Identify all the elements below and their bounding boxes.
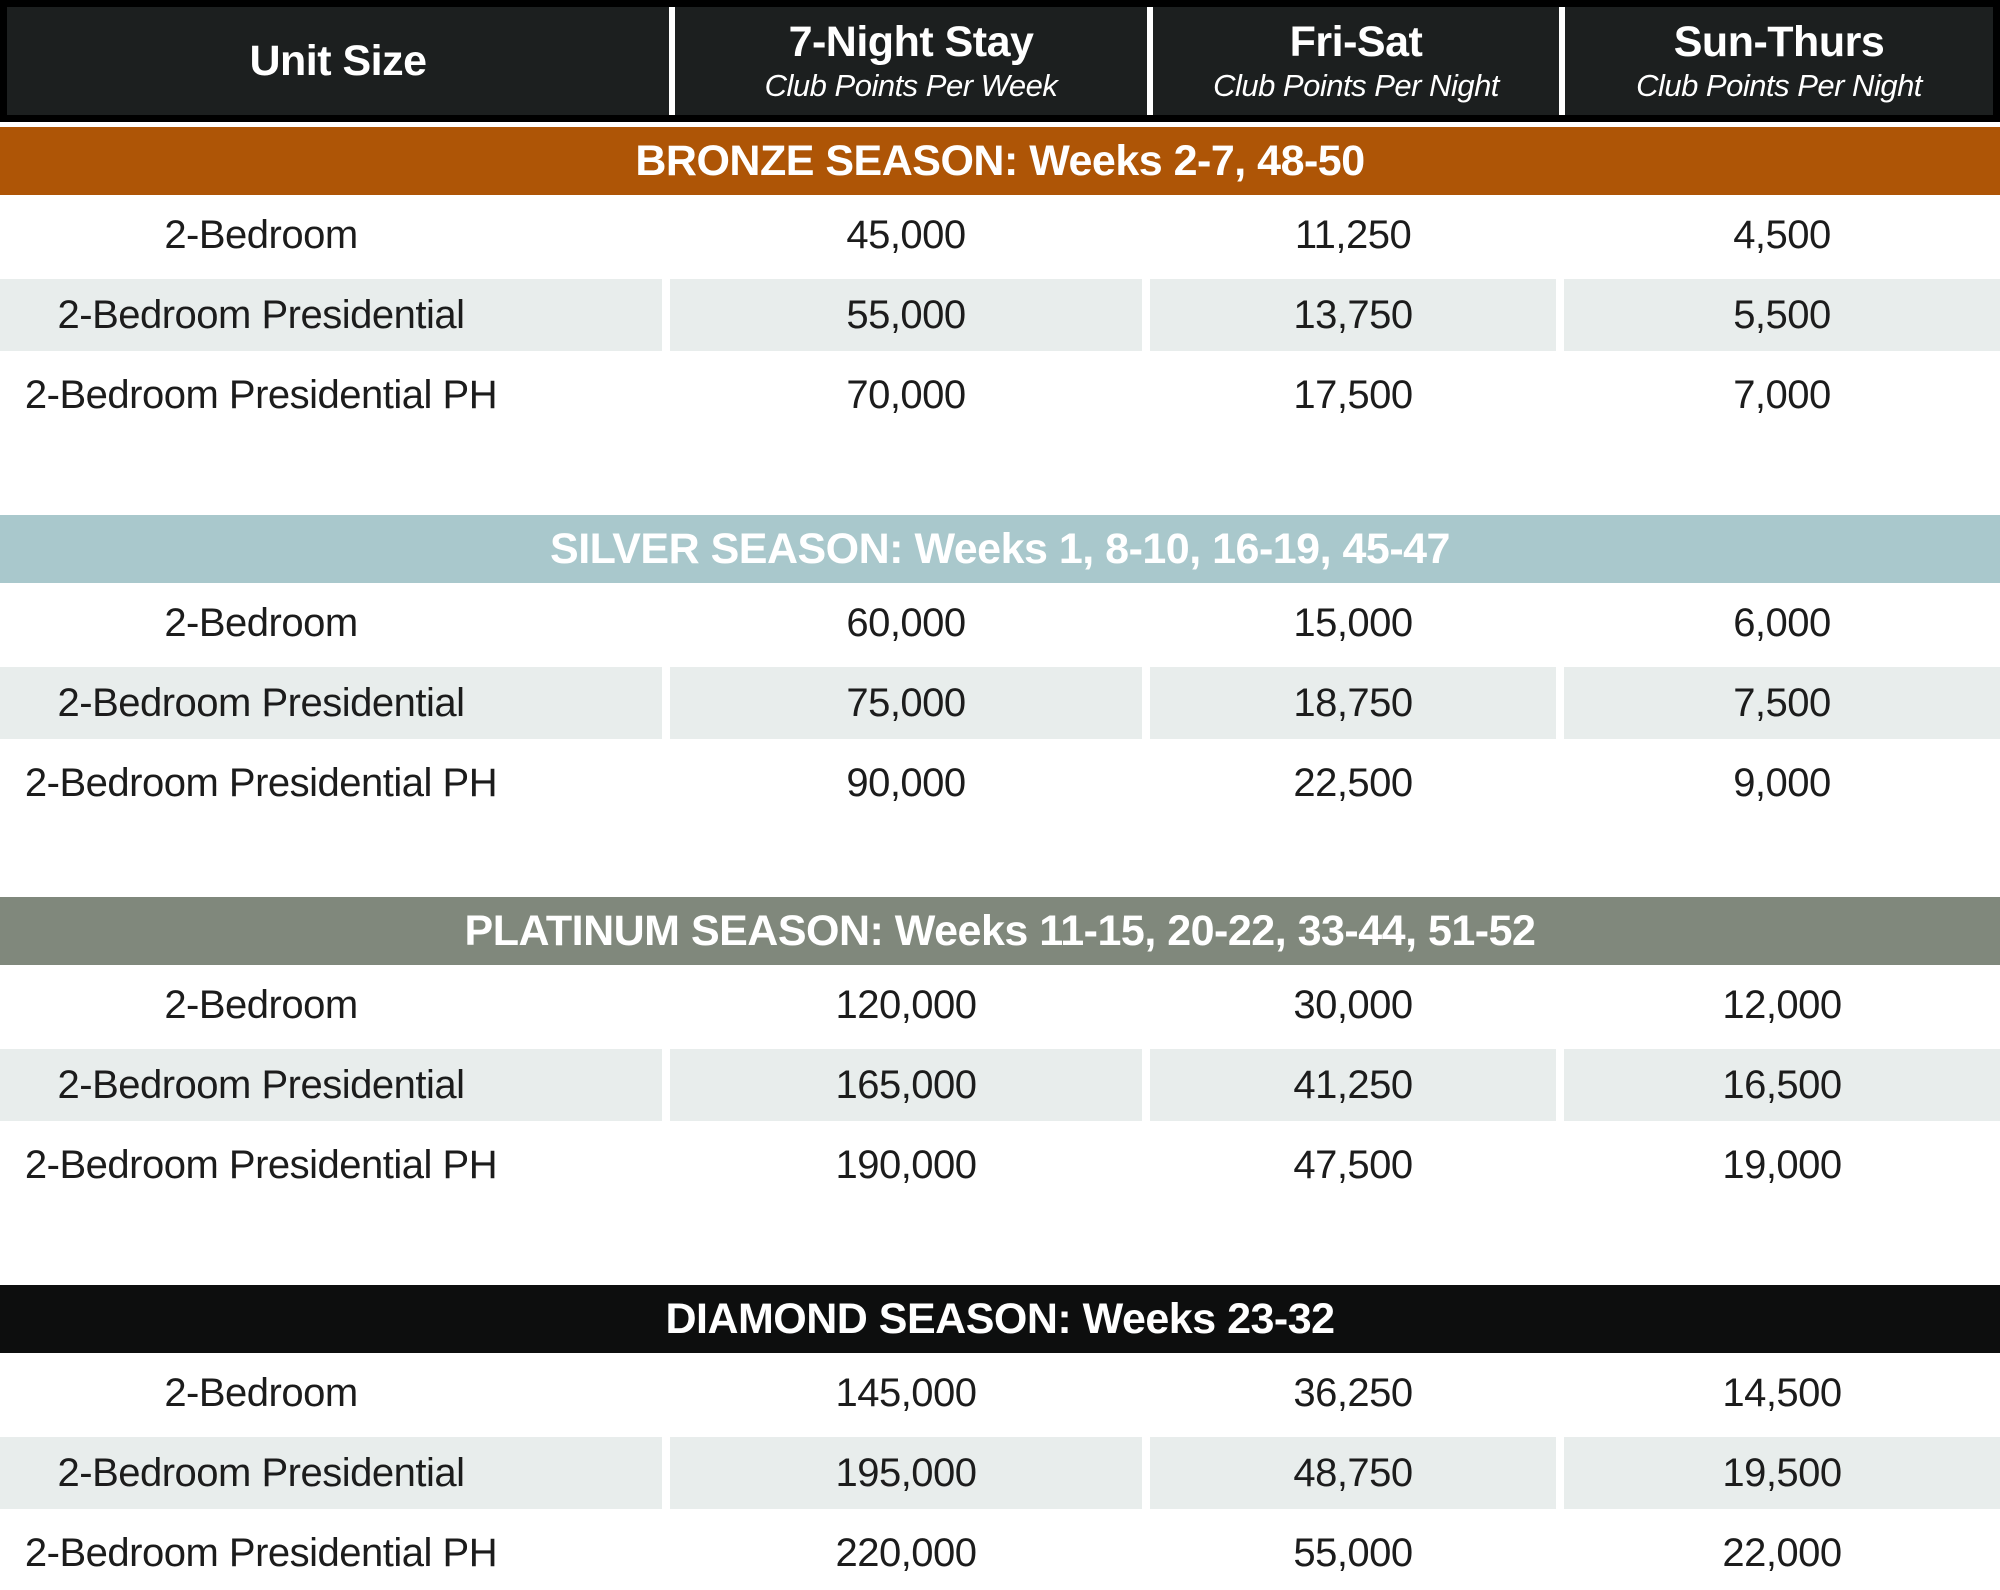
unit-size-cell: 2-Bedroom — [164, 982, 358, 1027]
sun-thurs-points-cell: 19,500 — [1564, 1437, 2000, 1509]
unit-size-cell: 2-Bedroom — [164, 212, 358, 257]
unit-size-cell: 2-Bedroom Presidential PH — [24, 1530, 498, 1575]
fri-sat-points-cell: 11,250 — [1294, 212, 1412, 257]
sun-thurs-points-cell: 14,500 — [1722, 1370, 1842, 1415]
fri-sat-points-cell: 55,000 — [1293, 1530, 1413, 1575]
season-header-bronze: BRONZE SEASON: Weeks 2-7, 48-50 — [0, 127, 2000, 195]
sun-thurs-points-cell: 16,500 — [1564, 1049, 2000, 1121]
sun-thurs-points-cell: 22,000 — [1722, 1530, 1842, 1575]
unit-size-cell: 2-Bedroom Presidential PH — [24, 1142, 498, 1187]
week-points-cell: 145,000 — [835, 1370, 977, 1415]
week-points-cell: 120,000 — [835, 982, 977, 1027]
season-header-diamond: DIAMOND SEASON: Weeks 23-32 — [0, 1285, 2000, 1353]
table-row: 2-Bedroom Presidential PH 220,000 55,000… — [0, 1513, 2000, 1590]
table-row: 2-Bedroom Presidential 55,000 13,750 5,5… — [0, 275, 2000, 355]
sun-thurs-points-cell: 7,000 — [1733, 372, 1831, 417]
column-title: Sun-Thurs — [1673, 18, 1885, 66]
section-gap — [0, 823, 2000, 897]
table-row: 2-Bedroom Presidential 195,000 48,750 19… — [0, 1433, 2000, 1513]
fri-sat-points-cell: 22,500 — [1293, 760, 1413, 805]
sun-thurs-points-cell: 19,000 — [1722, 1142, 1842, 1187]
column-subtitle: Club Points Per Week — [764, 68, 1058, 103]
column-header-unit-size: Unit Size — [7, 7, 669, 115]
week-points-cell: 90,000 — [846, 760, 966, 805]
season-header-silver: SILVER SEASON: Weeks 1, 8-10, 16-19, 45-… — [0, 515, 2000, 583]
week-points-cell: 60,000 — [846, 600, 966, 645]
sun-thurs-points-cell: 12,000 — [1722, 982, 1842, 1027]
week-points-cell: 165,000 — [670, 1049, 1142, 1121]
unit-size-cell: 2-Bedroom Presidential PH — [24, 372, 498, 417]
unit-size-cell: 2-Bedroom — [164, 600, 358, 645]
column-title: 7-Night Stay — [788, 18, 1034, 66]
fri-sat-points-cell: 47,500 — [1293, 1142, 1413, 1187]
week-points-cell: 220,000 — [835, 1530, 977, 1575]
sun-thurs-points-cell: 9,000 — [1733, 760, 1831, 805]
table-row: 2-Bedroom 45,000 11,250 4,500 — [0, 195, 2000, 275]
table-row: 2-Bedroom 60,000 15,000 6,000 — [0, 583, 2000, 663]
sun-thurs-points-cell: 7,500 — [1564, 667, 2000, 739]
column-header-sun-thurs: Sun-Thurs Club Points Per Night — [1565, 7, 1993, 115]
column-header-fri-sat: Fri-Sat Club Points Per Night — [1153, 7, 1559, 115]
week-points-cell: 45,000 — [846, 212, 966, 257]
fri-sat-points-cell: 17,500 — [1293, 372, 1413, 417]
table-header: Unit Size 7-Night Stay Club Points Per W… — [0, 0, 2000, 122]
sun-thurs-points-cell: 5,500 — [1564, 279, 2000, 351]
unit-size-cell: 2-Bedroom Presidential — [0, 1437, 662, 1509]
table-row: 2-Bedroom Presidential 165,000 41,250 16… — [0, 1045, 2000, 1125]
table-row: 2-Bedroom Presidential PH 90,000 22,500 … — [0, 743, 2000, 823]
fri-sat-points-cell: 36,250 — [1293, 1370, 1413, 1415]
unit-size-cell: 2-Bedroom Presidential — [0, 667, 662, 739]
season-header-platinum: PLATINUM SEASON: Weeks 11-15, 20-22, 33-… — [0, 897, 2000, 965]
unit-size-cell: 2-Bedroom Presidential PH — [24, 760, 498, 805]
table-row: 2-Bedroom Presidential 75,000 18,750 7,5… — [0, 663, 2000, 743]
column-title: Fri-Sat — [1289, 18, 1423, 66]
sun-thurs-points-cell: 4,500 — [1733, 212, 1831, 257]
column-subtitle: Club Points Per Night — [1213, 68, 1499, 103]
section-gap — [0, 435, 2000, 515]
sun-thurs-points-cell: 6,000 — [1733, 600, 1831, 645]
week-points-cell: 190,000 — [835, 1142, 977, 1187]
fri-sat-points-cell: 18,750 — [1150, 667, 1556, 739]
week-points-cell: 75,000 — [670, 667, 1142, 739]
week-points-cell: 55,000 — [670, 279, 1142, 351]
column-header-7-night-stay: 7-Night Stay Club Points Per Week — [675, 7, 1147, 115]
unit-size-cell: 2-Bedroom Presidential — [0, 1049, 662, 1121]
section-gap — [0, 1205, 2000, 1285]
table-row: 2-Bedroom 145,000 36,250 14,500 — [0, 1353, 2000, 1433]
column-subtitle: Club Points Per Night — [1636, 68, 1922, 103]
unit-size-cell: 2-Bedroom — [164, 1370, 358, 1415]
table-row: 2-Bedroom 120,000 30,000 12,000 — [0, 965, 2000, 1045]
unit-size-cell: 2-Bedroom Presidential — [0, 279, 662, 351]
fri-sat-points-cell: 48,750 — [1150, 1437, 1556, 1509]
table-row: 2-Bedroom Presidential PH 190,000 47,500… — [0, 1125, 2000, 1205]
fri-sat-points-cell: 13,750 — [1150, 279, 1556, 351]
week-points-cell: 70,000 — [846, 372, 966, 417]
column-title: Unit Size — [249, 37, 427, 85]
week-points-cell: 195,000 — [670, 1437, 1142, 1509]
fri-sat-points-cell: 30,000 — [1293, 982, 1413, 1027]
fri-sat-points-cell: 41,250 — [1150, 1049, 1556, 1121]
fri-sat-points-cell: 15,000 — [1293, 600, 1413, 645]
table-row: 2-Bedroom Presidential PH 70,000 17,500 … — [0, 355, 2000, 435]
